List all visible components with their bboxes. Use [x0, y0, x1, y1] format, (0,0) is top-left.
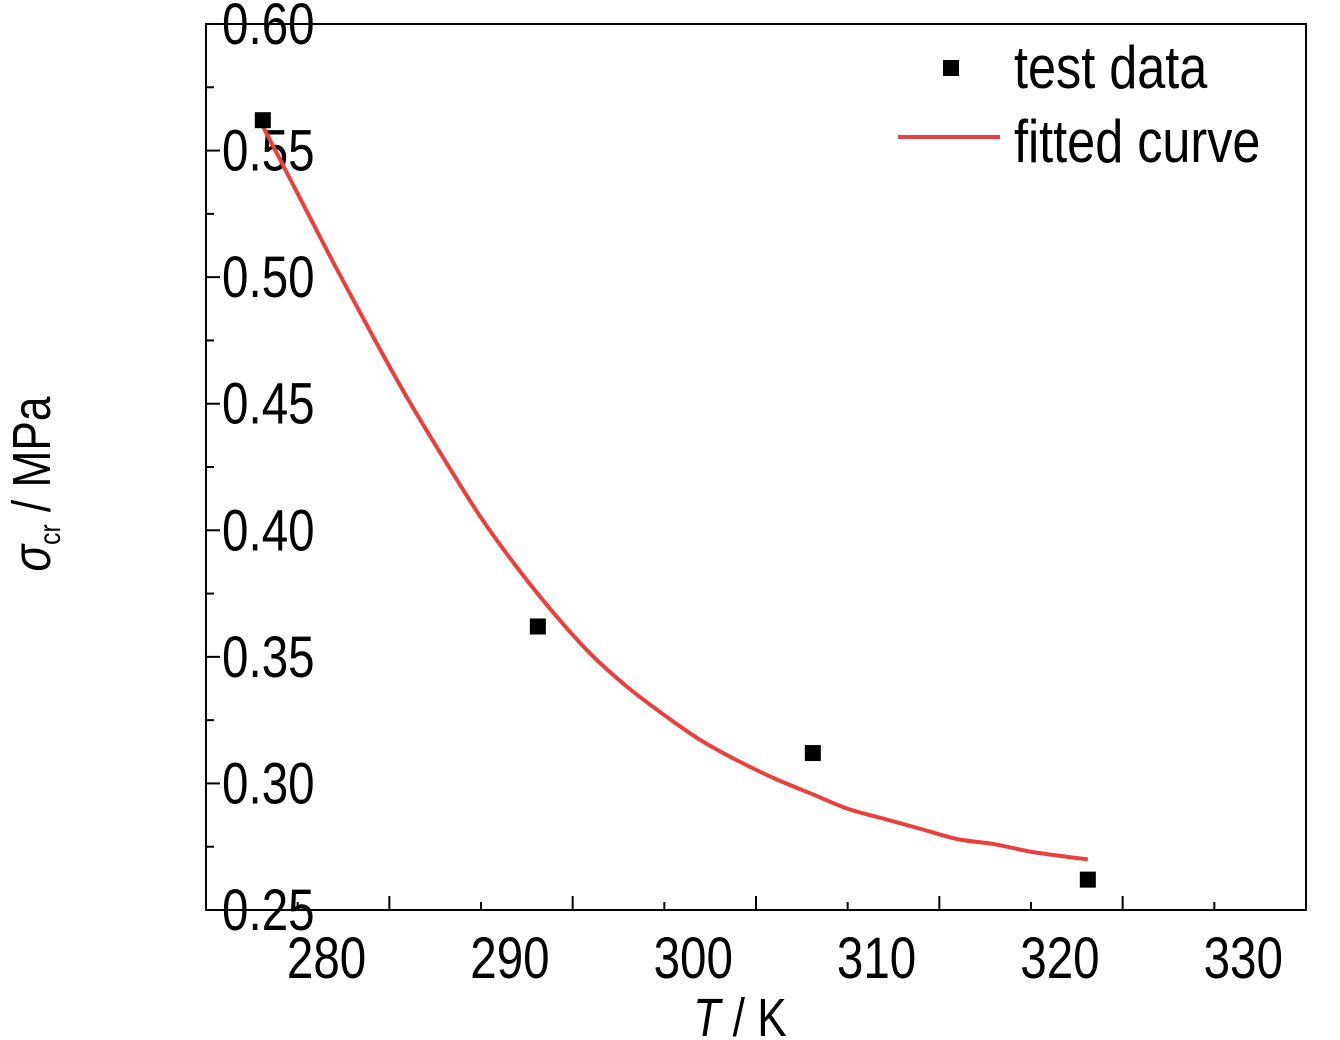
legend-label-fitted-curve: fitted curve [1014, 108, 1260, 175]
x-tick-label: 310 [837, 927, 916, 992]
y-axis-title: σcr / MPa [2, 396, 67, 572]
y-axis-tick-labels: 0.25 0.30 0.35 0.40 0.45 0.50 0.55 0.60 [222, 0, 315, 943]
x-axis-tick-labels: 280290300310320330340 [287, 927, 1283, 992]
legend: test data fitted curve [898, 34, 1260, 175]
series-layer [254, 112, 1096, 888]
y-tick-label: 0.50 [222, 246, 315, 311]
y-tick-label: 0.40 [222, 499, 315, 564]
y-tick-label: 0.25 [222, 879, 315, 944]
x-tick-label: 290 [470, 927, 549, 992]
x-tick-label: 280 [287, 927, 366, 992]
fitted-curve-line [259, 121, 1089, 862]
x-tick-label: 300 [654, 927, 733, 992]
test-data-point [804, 745, 821, 762]
legend-marker-test-data [943, 60, 959, 76]
test-data-point [254, 112, 271, 129]
y-axis-title-variable: σ [2, 543, 62, 572]
y-tick-label: 0.55 [222, 119, 315, 184]
y-tick-label: 0.60 [222, 0, 315, 57]
x-axis-title-unit: / K [720, 988, 786, 1040]
y-tick-label: 0.30 [222, 752, 315, 817]
x-tick-label: 330 [1204, 927, 1283, 992]
y-tick-label: 0.35 [222, 625, 315, 690]
y-axis-title-subscript: cr [33, 524, 67, 544]
x-axis-title: T / K [693, 988, 787, 1040]
x-axis-title-variable: T [693, 988, 723, 1040]
y-tick-label: 0.45 [222, 372, 315, 437]
test-data-point [1079, 871, 1096, 888]
x-tick-label: 320 [1020, 927, 1099, 992]
legend-label-test-data: test data [1014, 34, 1207, 101]
y-axis-title-unit: / MPa [2, 396, 62, 524]
x-axis-ticks [205, 896, 1307, 910]
test-data-point [529, 618, 546, 635]
y-axis-ticks [206, 23, 220, 911]
